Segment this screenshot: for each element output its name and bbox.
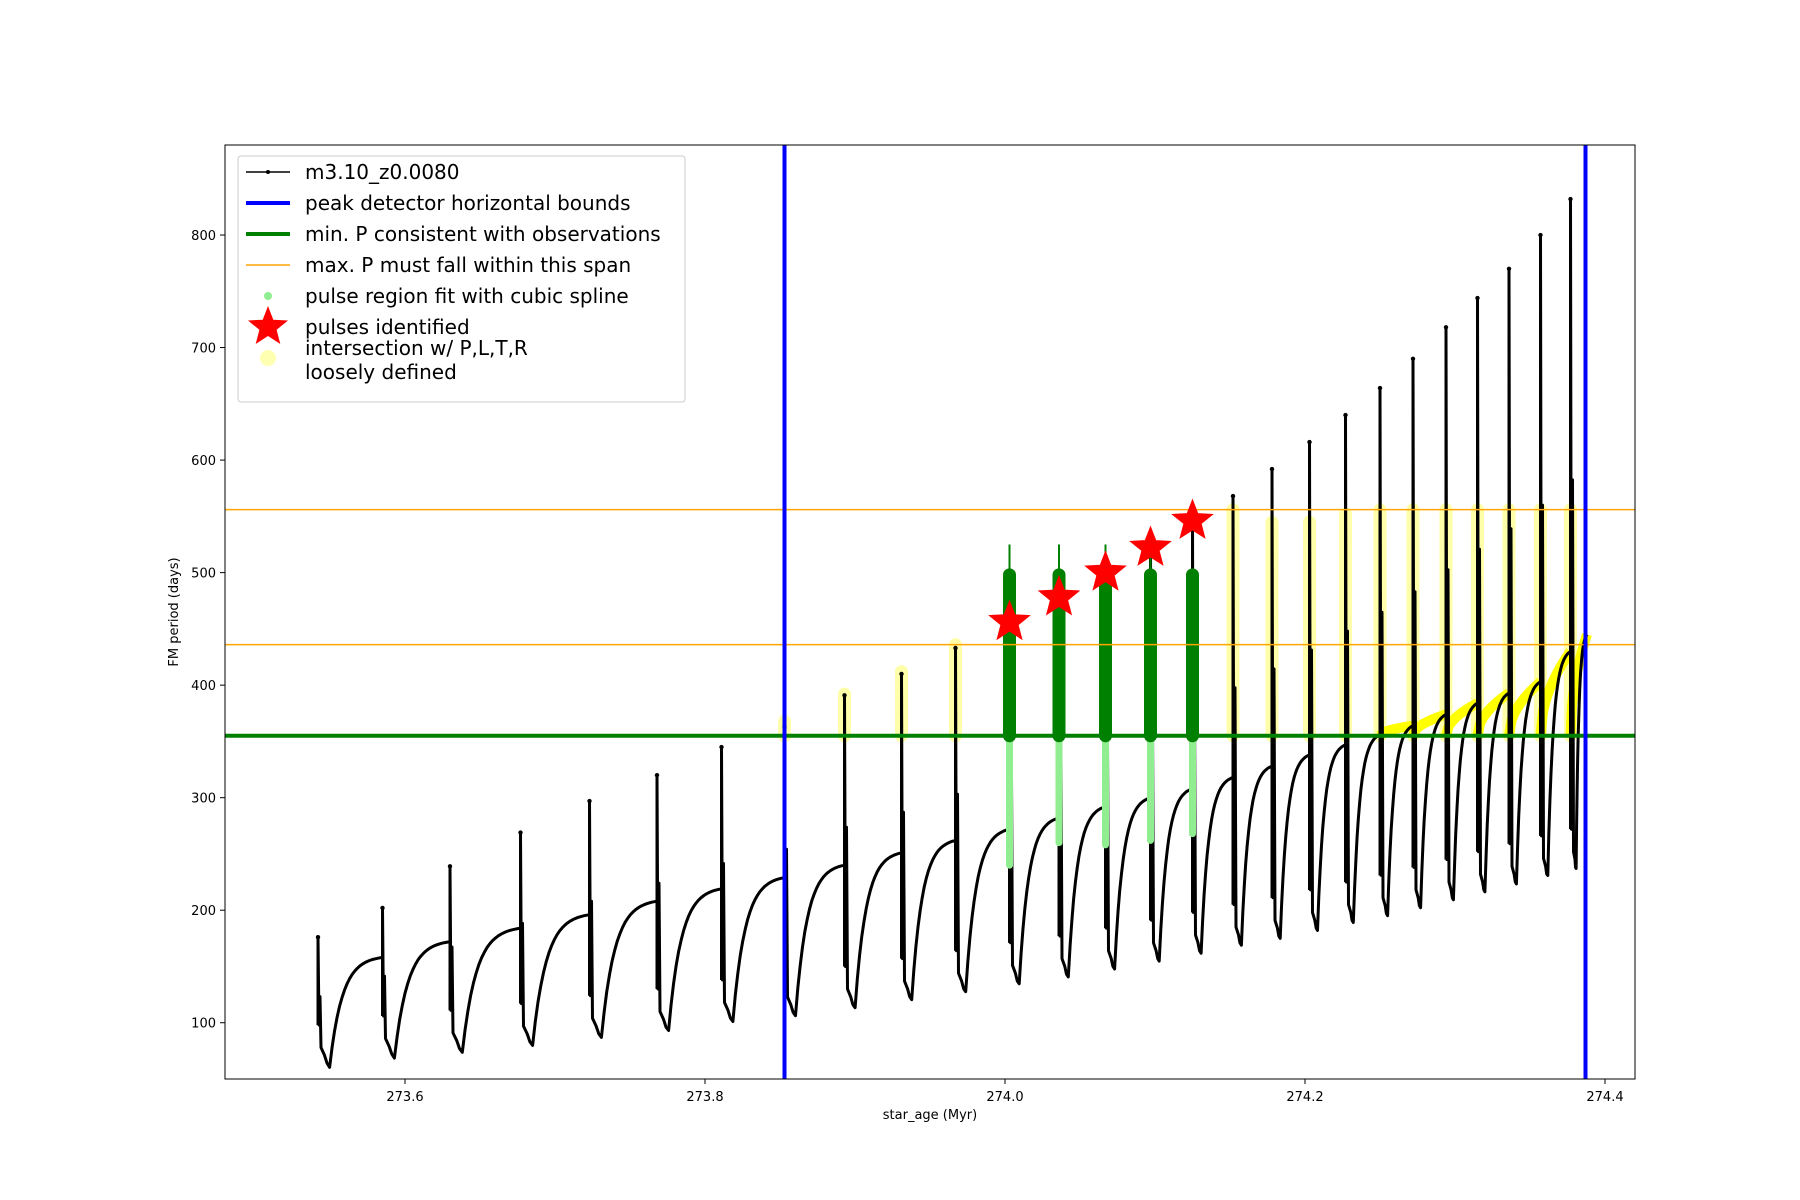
pulse-peak-point: [953, 645, 958, 651]
legend-handle-star: [248, 306, 288, 344]
pulse-identified-star: [1084, 550, 1127, 591]
y-tick-label: 400: [191, 679, 216, 694]
pulse-peak-point: [518, 830, 523, 835]
pulse-peak-point: [1443, 325, 1449, 330]
legend-handle-dot: [264, 292, 272, 300]
legend-label: max. P must fall within this span: [305, 253, 631, 277]
pulse-peak-point: [1410, 356, 1416, 362]
spline-fit-layer: [1003, 544, 1199, 869]
x-axis-label: star_age (Myr): [883, 1108, 977, 1123]
plot-frame: [224, 144, 1636, 1080]
pulse-peak-point: [899, 671, 904, 677]
legend-handle-marker: [266, 170, 270, 174]
pulse-peak-point: [1475, 295, 1480, 301]
y-axis-label: FM period (days): [167, 557, 182, 666]
legend-label: loosely defined: [305, 360, 457, 384]
y-tick-label: 600: [191, 454, 216, 469]
y-tick-label: 800: [191, 229, 216, 244]
pulse-peak-point: [1568, 196, 1573, 202]
pulse-peak-point: [1343, 412, 1348, 418]
pulses-identified-layer: [988, 498, 1214, 641]
pulse-peak-point: [1269, 466, 1275, 472]
plot-area: [225, 145, 1635, 1079]
y-tick-label: 300: [191, 792, 216, 807]
loosely-defined-tail: [1376, 720, 1416, 740]
legend-label: pulse region fit with cubic spline: [305, 284, 629, 308]
pulse-peak-point: [447, 864, 453, 869]
legend-label: min. P consistent with observations: [305, 222, 661, 246]
pulse-peak-point: [1538, 232, 1543, 238]
pulse-identified-star: [1037, 575, 1081, 616]
pulse-peak-point: [587, 798, 592, 804]
x-tick-label: 274.2: [1286, 1090, 1323, 1105]
loosely-defined-layer: [778, 503, 1592, 743]
y-tick-label: 200: [191, 904, 216, 919]
period-curve: [316, 197, 1589, 1069]
pulse-peak-point: [1506, 266, 1512, 271]
legend-handle-dot: [260, 350, 276, 366]
legend-label: peak detector horizontal bounds: [305, 191, 631, 215]
x-tick-label: 273.8: [686, 1090, 723, 1105]
pulse-peak-point: [315, 935, 321, 940]
loosely-defined-tail: [1408, 709, 1449, 738]
y-tick-label: 700: [191, 342, 216, 357]
pulse-peak-point: [1307, 439, 1312, 445]
y-tick-label: 100: [191, 1017, 216, 1032]
x-tick-label: 274.4: [1586, 1090, 1623, 1105]
reference-lines-layer: [225, 145, 1635, 1079]
pulse-identified-star: [1129, 525, 1172, 566]
legend-label: pulses identified: [305, 315, 470, 339]
x-tick-label: 274.0: [986, 1090, 1023, 1105]
pulse-peak-point: [1377, 385, 1383, 391]
pulse-identified-star: [988, 599, 1031, 641]
x-tick-label: 273.6: [386, 1090, 423, 1105]
pulse-peak-point: [654, 772, 660, 778]
pulse-identified-star: [1171, 498, 1214, 539]
pulse-peak-point: [719, 744, 724, 750]
y-tick-label: 500: [191, 567, 216, 582]
legend-label: m3.10_z0.0080: [305, 160, 460, 184]
legend-label: intersection w/ P,L,T,R: [305, 336, 528, 360]
pulse-peak-point: [842, 693, 847, 698]
x-axis: 273.6 273.8 274.0 274.2 274.4: [386, 1079, 1624, 1105]
pulse-peak-point: [380, 905, 385, 911]
pulse-peak-point: [1230, 493, 1236, 499]
y-axis: 100 200 300 400 500 600 700 800: [191, 229, 225, 1032]
legend-box: [237, 155, 686, 403]
